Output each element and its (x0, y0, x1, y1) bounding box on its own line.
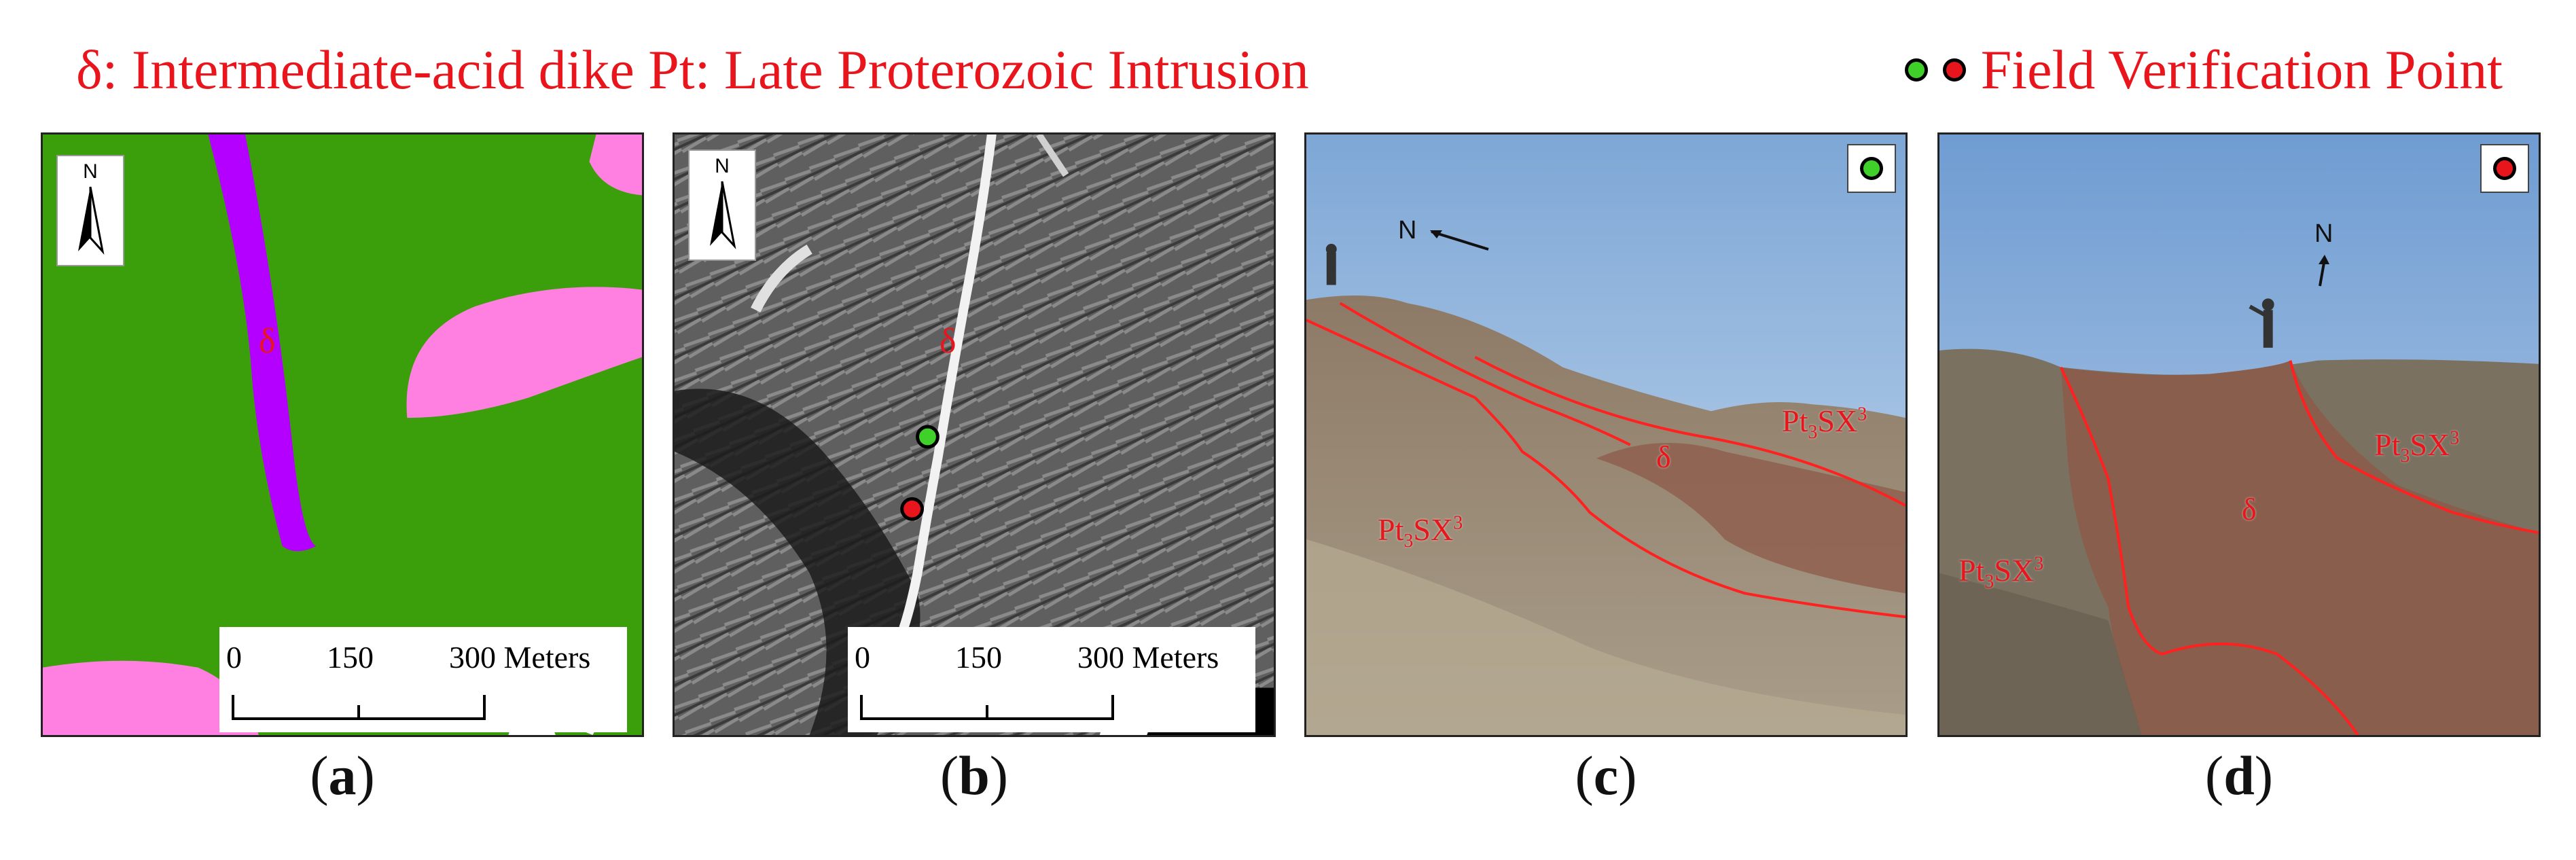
field-photo-graphic (1939, 135, 2539, 735)
north-label: N (2314, 219, 2333, 248)
scale-tick-0: 0 (226, 640, 242, 675)
panel-a-geologic-map: N δ 0 150 300 Meters (41, 132, 644, 737)
unit-label-left: Pt3SX3 (1378, 512, 1463, 552)
north-arrow: N (56, 155, 124, 266)
scale-tick-150: 150 (955, 640, 1002, 675)
north-arrow: N (688, 149, 756, 261)
unit-label-right: Pt3SX3 (1782, 404, 1867, 444)
legend-field-points-label: Field Verification Point (1980, 39, 2503, 101)
scale-tick-300: 300 Meters (449, 640, 591, 675)
north-arrow-icon (78, 186, 105, 255)
caption-c: (c) (1575, 745, 1637, 806)
north-arrow-icon (710, 181, 736, 249)
red-point-icon (2493, 157, 2516, 180)
caption-a: (a) (310, 745, 375, 806)
north-label: N (715, 155, 730, 177)
legend-field-points: Field Verification Point (1904, 39, 2503, 101)
panel-d-field-photo: N δ Pt3SX3 Pt3SX3 (1937, 132, 2541, 737)
panel-c-field-photo: N δ Pt3SX3 Pt3SX3 (1304, 132, 1908, 737)
scale-bar-graphic (232, 695, 486, 720)
north-arrow-icon (1430, 230, 1489, 251)
north-label: N (1398, 216, 1417, 245)
caption-d: (d) (2204, 745, 2274, 806)
red-point-icon (1942, 58, 1966, 82)
scale-bar-graphic (860, 695, 1114, 720)
scale-tick-150: 150 (327, 640, 374, 675)
unit-label-right: Pt3SX3 (2374, 427, 2460, 467)
legend-lithology: δ: Intermediate-acid dike Pt: Late Prote… (76, 39, 1309, 101)
dike-label: δ (2242, 492, 2257, 526)
field-point-marker (2480, 144, 2529, 193)
caption-b: (b) (940, 745, 1009, 806)
scale-tick-0: 0 (855, 640, 870, 675)
green-point-icon (1860, 157, 1883, 180)
green-point-icon (1904, 58, 1928, 82)
scale-bar: 0 150 300 Meters (848, 627, 1255, 732)
dike-label: δ (1656, 440, 1671, 474)
unit-label-left: Pt3SX3 (1958, 553, 2044, 593)
field-point-marker (1847, 144, 1896, 193)
scale-tick-300: 300 Meters (1077, 640, 1219, 675)
panel-b-remote-sensing-image: N δ 0 150 300 Meters (673, 132, 1276, 737)
field-photo-graphic (1306, 135, 1906, 735)
dike-label: δ (259, 322, 276, 361)
dike-label: δ (940, 322, 956, 361)
north-label: N (83, 160, 98, 183)
north-arrow-icon (2319, 255, 2329, 287)
scale-bar: 0 150 300 Meters (219, 627, 627, 732)
